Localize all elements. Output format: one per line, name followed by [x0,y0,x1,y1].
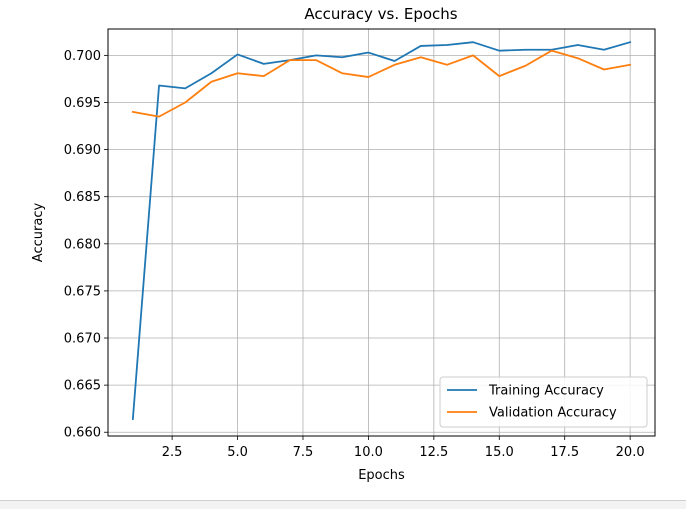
x-tick-label: 7.5 [293,445,314,460]
x-tick-label: 10.0 [354,445,383,460]
x-tick-label: 17.5 [550,445,579,460]
axis-ticks: 2.5 5.0 7.5 10.0 12.5 15.0 17.5 20.0 0.660 0.665 0… [64,49,645,460]
grid-lines [108,29,655,436]
y-axis-label: Accuracy [31,203,46,263]
legend: Training Accuracy Validation Accuracy [439,376,648,428]
x-tick-label: 12.5 [419,445,448,460]
y-tick-label: 0.700 [64,49,101,64]
series-line-1 [131,49,632,118]
x-axis-label: Epochs [358,468,405,483]
y-tick-label: 0.685 [64,190,101,205]
y-tick-label: 0.680 [64,237,101,252]
bottom-band [0,501,686,509]
y-tick-label: 0.695 [64,96,101,111]
y-tick-label: 0.690 [64,143,101,158]
series-line-0 [131,41,632,421]
y-tick-label: 0.660 [64,426,101,441]
y-tick-label: 0.665 [64,379,101,394]
legend-label-0: Training Accuracy [488,384,604,399]
x-tick-label: 2.5 [162,445,183,460]
x-tick-label: 5.0 [227,445,248,460]
plot-frame [107,28,656,437]
legend-box [439,376,648,428]
chart-title: Accuracy vs. Epochs [304,5,457,23]
x-tick-label: 15.0 [485,445,514,460]
y-tick-label: 0.670 [64,332,101,347]
bottom-divider [0,500,686,501]
series-lines [131,41,632,421]
legend-label-1: Validation Accuracy [489,406,617,421]
y-tick-label: 0.675 [64,284,101,299]
x-tick-label: 20.0 [616,445,645,460]
